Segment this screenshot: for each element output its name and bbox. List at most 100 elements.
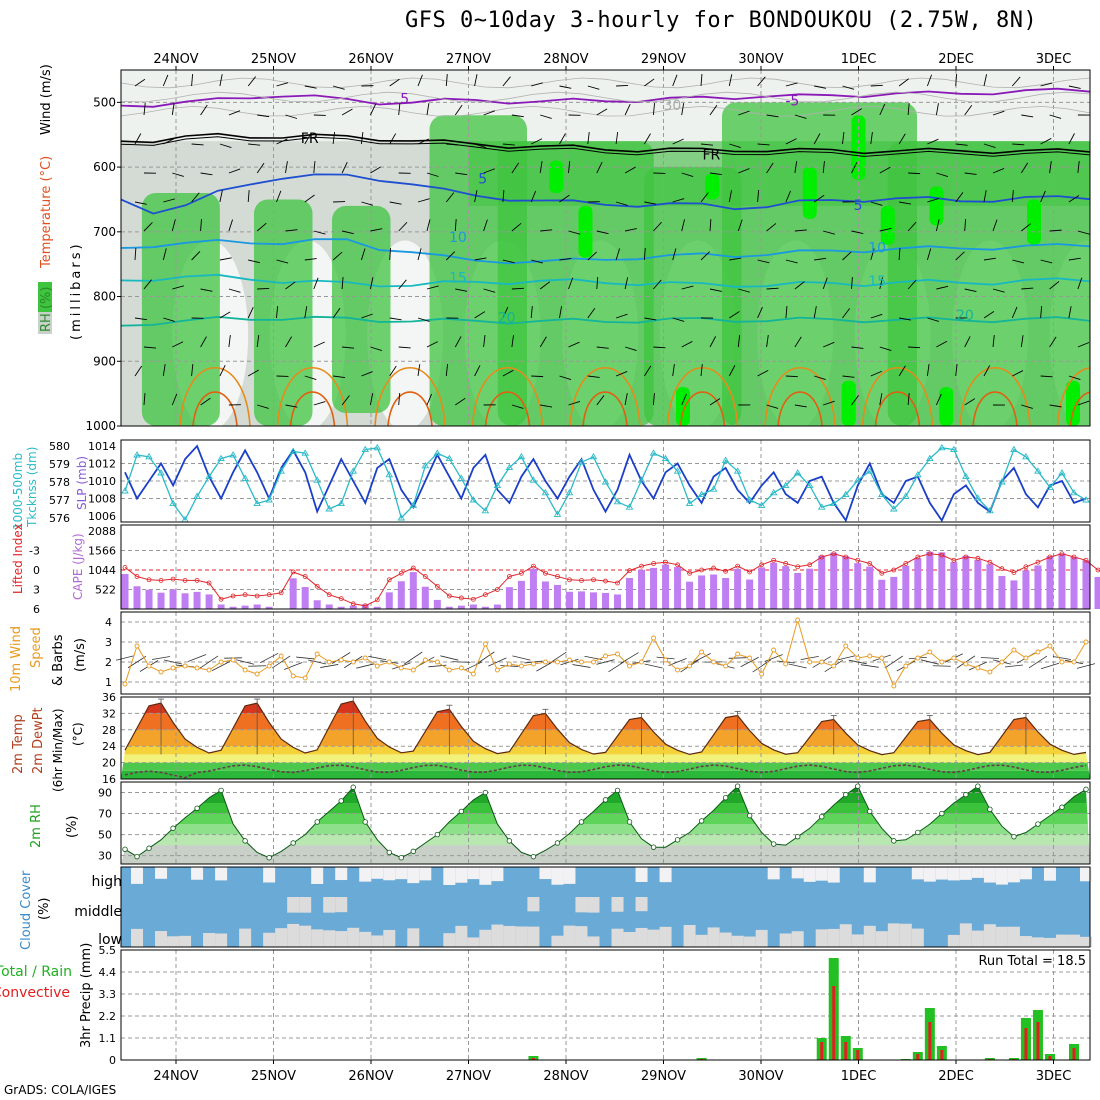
rh-saturated-cell <box>939 387 954 426</box>
cape-bar <box>686 581 694 609</box>
cape-bar <box>433 599 441 609</box>
rh-point <box>362 819 368 825</box>
contour-label: 5 <box>854 198 863 214</box>
lifted-index-point <box>687 570 692 576</box>
thickness-point <box>445 454 454 462</box>
temperature-tick-label: 16 <box>102 773 116 786</box>
precip-convective-bar <box>1036 1022 1040 1060</box>
cloud-clear-low <box>335 931 348 947</box>
wind-barb <box>738 168 750 174</box>
wind-barb <box>644 133 651 145</box>
wind-barb <box>1049 114 1062 119</box>
surface-wind-barb <box>356 663 375 669</box>
wind-barb <box>728 190 733 203</box>
wind-barb <box>822 277 828 290</box>
wind-barb <box>530 190 537 203</box>
cloud-clear-low <box>455 925 468 947</box>
temperature-lines <box>124 697 1087 779</box>
minmax-label: (6hr Min/Max) <box>51 709 65 793</box>
wind-barb <box>728 74 733 87</box>
wind-barb <box>483 110 496 116</box>
wind-barb <box>559 194 570 203</box>
date-tick-label: 24NOV <box>153 1069 198 1084</box>
wind-barb <box>191 143 204 146</box>
wind-barb <box>389 78 400 87</box>
thickness-point <box>397 514 406 521</box>
cloud-clear-high <box>659 867 672 883</box>
wind-barb <box>483 335 486 348</box>
cloud-clear-high <box>947 867 960 881</box>
cloud-clear-high <box>131 867 144 884</box>
wind-barb <box>1049 404 1062 408</box>
wind-barb <box>342 346 355 349</box>
cloud-clear-low <box>515 926 528 947</box>
precip-convective-bar <box>844 1042 848 1060</box>
isotherm-15 <box>121 273 1090 288</box>
wind-barb <box>615 132 619 145</box>
wind-barb <box>332 307 341 319</box>
cape-bar <box>962 555 970 609</box>
wind-barb <box>927 138 939 145</box>
cape-bar <box>734 568 742 609</box>
rh-point <box>194 805 200 811</box>
wind-barb <box>870 84 883 87</box>
wind-barb <box>531 259 543 264</box>
wind-barb <box>842 132 845 145</box>
wind-barb <box>907 221 917 232</box>
cape-bar <box>1082 560 1090 609</box>
temperature-axis: 16 20 24 28 32 36 2m Temp 2m DewPt (6hr Min/Max)… <box>11 691 116 792</box>
cloud-clear-low <box>659 926 672 947</box>
cloud-clear-low <box>299 925 312 947</box>
lifted-index-point <box>1011 570 1017 575</box>
wind-barb <box>341 108 353 116</box>
wind-barb <box>757 143 770 146</box>
wind-barb <box>228 110 241 116</box>
rh-tick-label: 90 <box>98 787 112 800</box>
wind-speed-point <box>1023 655 1029 661</box>
wind-barb <box>162 74 169 87</box>
wind-barb <box>568 341 580 348</box>
contour-label: 5 <box>478 171 487 187</box>
cape-bar <box>830 552 838 609</box>
temperature-tick-label: 24 <box>102 740 116 753</box>
wind-barb <box>644 201 657 205</box>
rh-point <box>578 819 585 825</box>
wind-barb <box>851 346 864 349</box>
wind-barb <box>304 133 312 145</box>
thickness-point <box>637 476 646 483</box>
wind-barb <box>172 285 184 290</box>
wind-barb <box>935 103 939 116</box>
lifted-index-point <box>615 580 620 586</box>
rh-point <box>266 854 272 861</box>
thickness-point <box>505 463 514 471</box>
wind-speed-point <box>903 663 909 669</box>
wind-barb <box>757 190 760 203</box>
wind-barb <box>248 143 261 146</box>
wind-barb <box>502 306 509 319</box>
rh-contour-line <box>121 77 1090 89</box>
wind-barb <box>276 306 279 319</box>
wind-barb <box>455 172 468 176</box>
surface-wind-barb <box>284 662 303 670</box>
wind-barb <box>596 230 609 235</box>
slp-tick-label: 1006 <box>88 510 116 523</box>
surface-wind-barb <box>296 656 315 660</box>
wind-barb <box>219 257 232 261</box>
surface-wind-barb <box>464 661 483 671</box>
cloud-clear-low <box>203 932 216 947</box>
wind-barb <box>955 74 958 87</box>
wind-speed-label: Speed <box>29 627 44 668</box>
lifted-index-point <box>963 554 969 560</box>
wind-barb <box>1077 277 1083 290</box>
cloud-clear-low <box>1031 937 1044 947</box>
slp-line <box>124 444 1087 523</box>
wind-barb <box>143 279 152 290</box>
wind-barb <box>842 85 855 90</box>
surface-wind-barb <box>404 651 423 665</box>
cloud-clear-high <box>419 867 432 881</box>
wind-barb <box>559 306 563 319</box>
cape-bar <box>205 594 213 609</box>
thickness-point <box>649 449 658 456</box>
lifted-index-point <box>446 593 452 599</box>
wind-barbs-label: & Barbs <box>51 634 66 686</box>
